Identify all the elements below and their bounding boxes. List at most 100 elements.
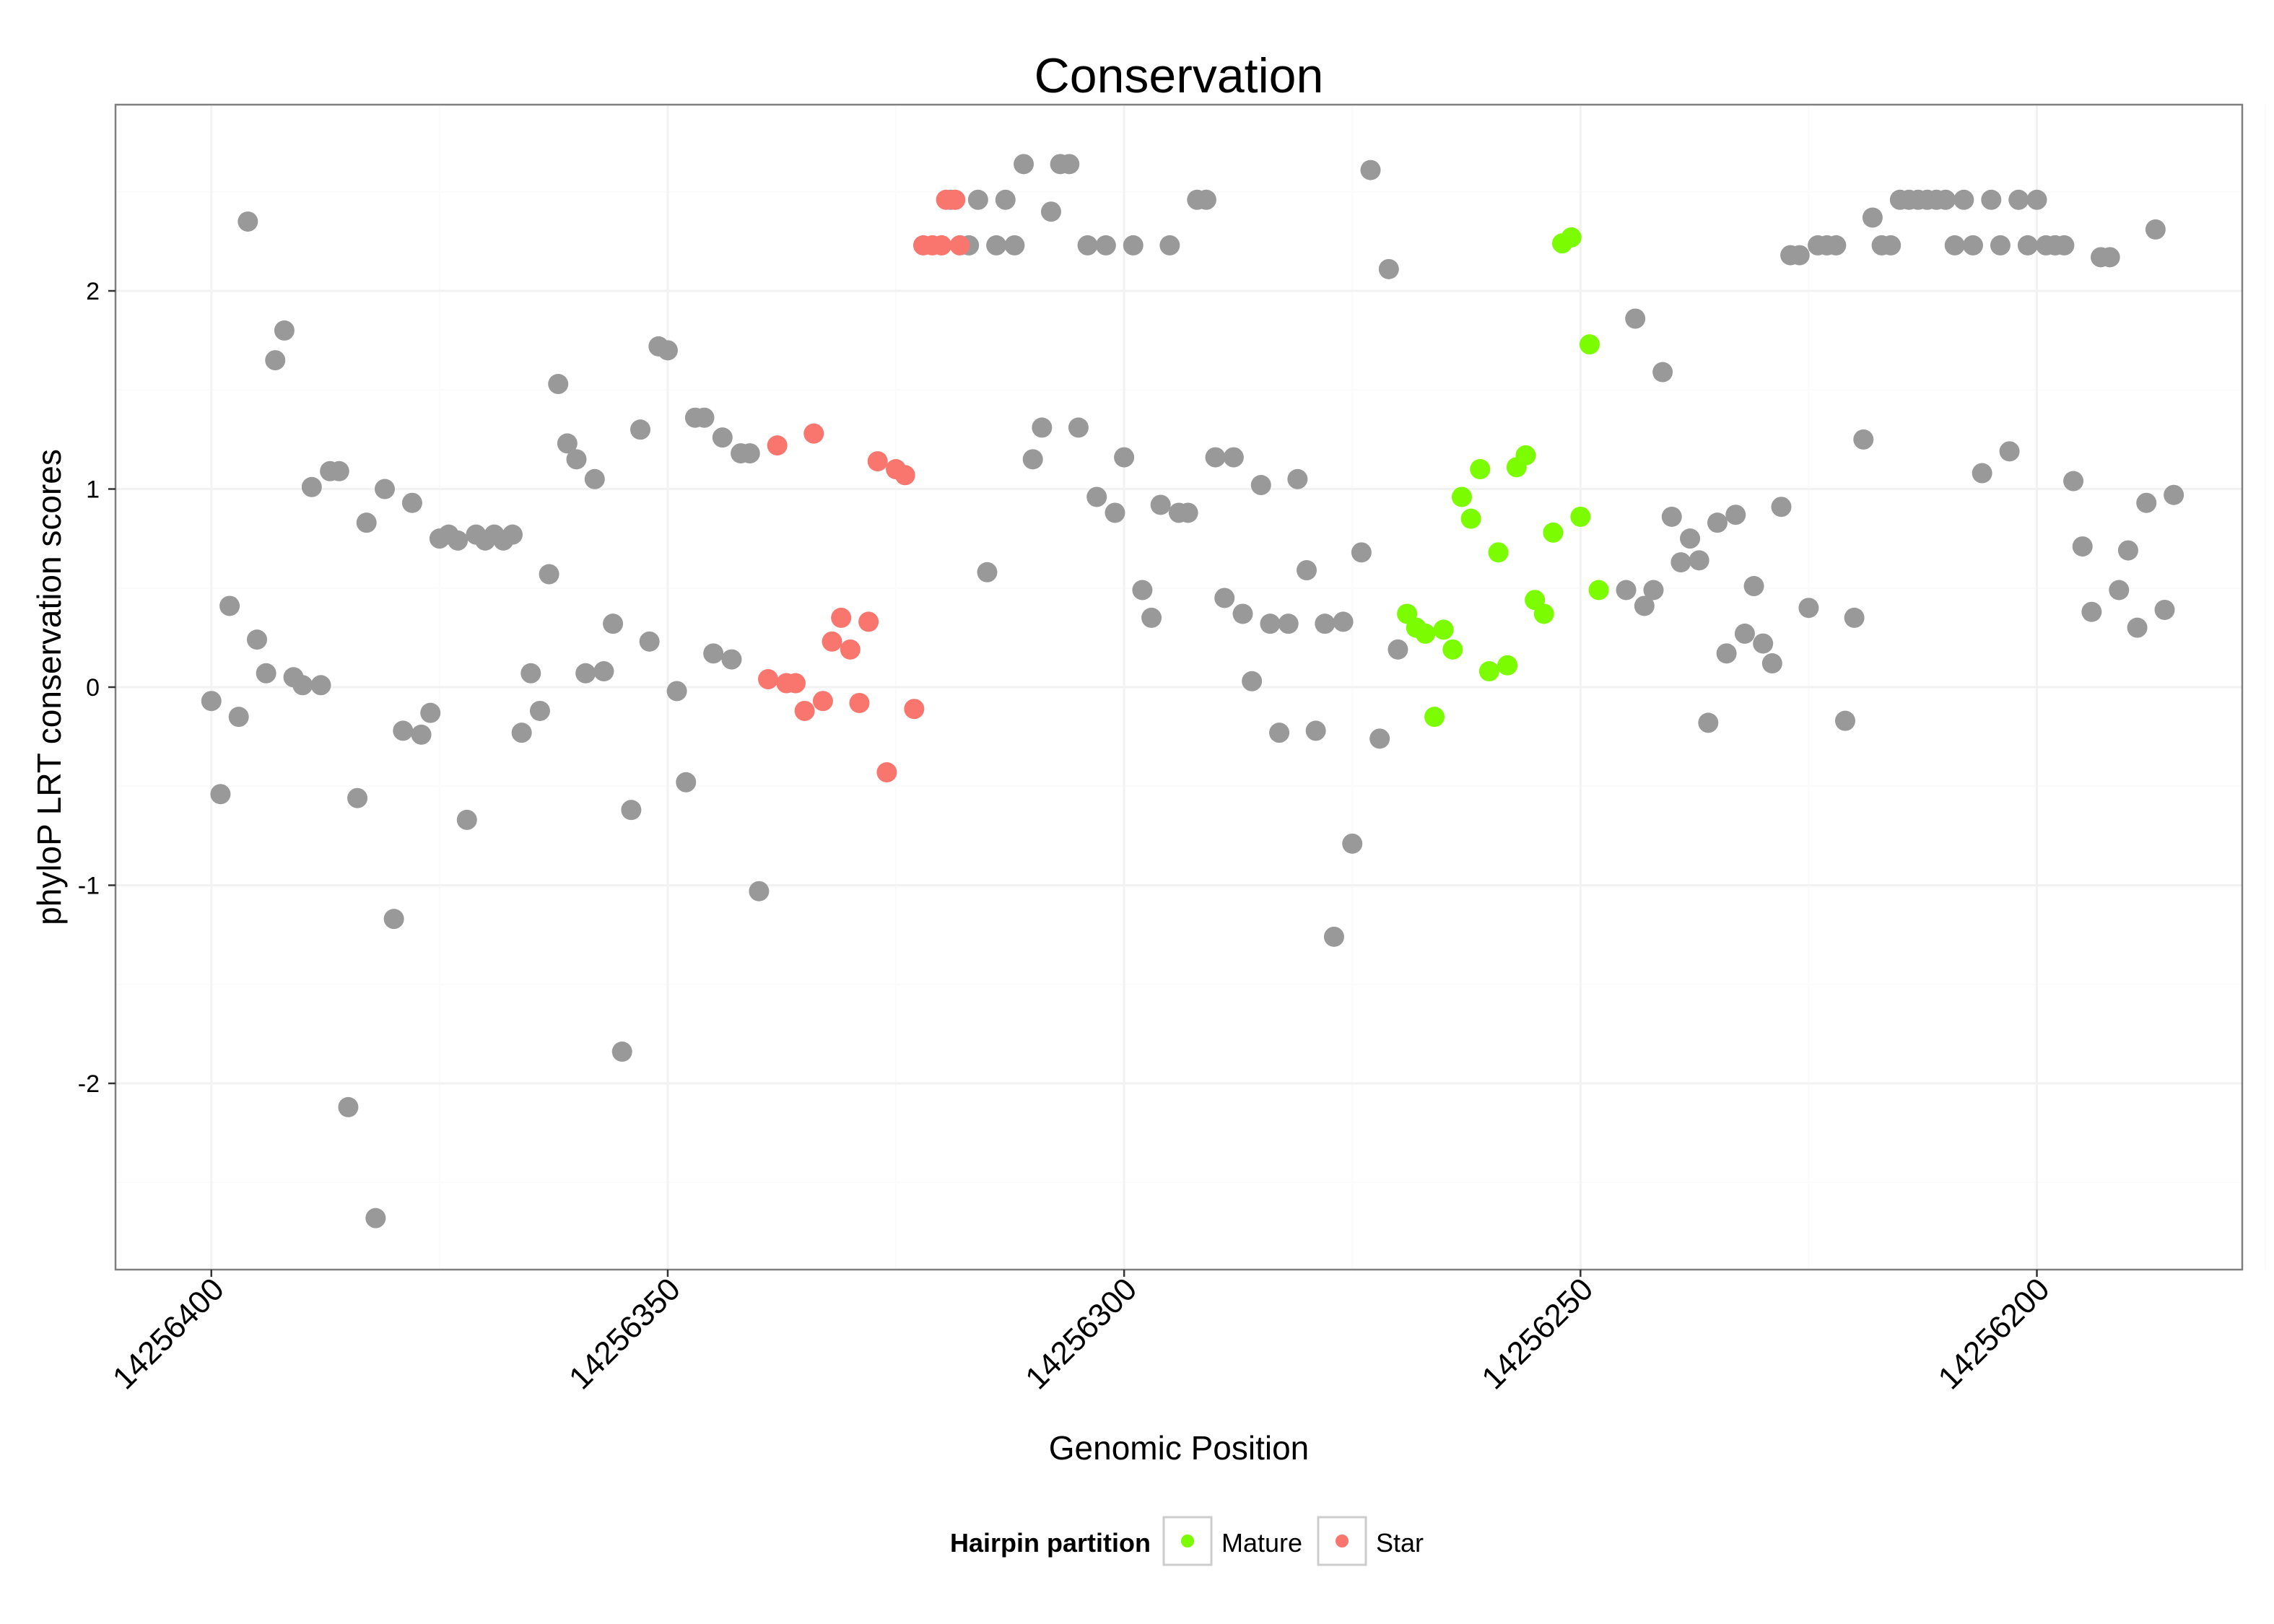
data-point-other [630, 419, 651, 440]
data-point-other [2072, 536, 2093, 557]
data-point-other [1342, 833, 1363, 854]
data-point-other [1753, 633, 1774, 654]
data-point-star [767, 435, 788, 456]
data-point-other [639, 631, 660, 652]
data-point-other [1022, 449, 1043, 470]
data-point-star [822, 631, 842, 652]
data-point-star [758, 669, 779, 690]
data-point-other [1232, 603, 1253, 624]
data-point-other [201, 691, 222, 712]
data-point-other [365, 1208, 386, 1228]
data-point-star [931, 235, 952, 256]
y-tick-label: 1 [86, 476, 100, 504]
data-point-other [603, 614, 624, 634]
data-point-other [2063, 471, 2084, 492]
data-point-other [676, 772, 697, 793]
data-point-other [1315, 614, 1336, 634]
data-point-other [246, 629, 267, 650]
data-point-other [721, 649, 742, 670]
data-point-other [1734, 623, 1755, 644]
data-point-other [529, 700, 550, 721]
data-point-other [611, 1042, 632, 1062]
data-point-other [1634, 595, 1655, 616]
data-point-other [2099, 247, 2120, 268]
data-point-other [2017, 235, 2038, 256]
data-point-other [1698, 712, 1719, 733]
data-point-other [1086, 486, 1107, 507]
data-point-mature [1424, 707, 1445, 728]
data-point-other [593, 661, 614, 682]
legend-swatch-mature [1181, 1534, 1194, 1547]
data-point-other [1132, 580, 1153, 601]
legend-label-mature: Mature [1221, 1528, 1302, 1558]
data-point-other [967, 189, 988, 210]
data-point-other [274, 320, 295, 341]
data-point-star [840, 639, 861, 660]
data-point-other [986, 235, 1007, 256]
data-point-other [2154, 599, 2175, 620]
y-tick-label: -2 [78, 1070, 100, 1098]
data-point-other [566, 449, 587, 470]
data-point-other [2145, 219, 2166, 240]
legend-key-star [1317, 1516, 1367, 1566]
data-point-other [977, 562, 998, 582]
data-point-other [1205, 447, 1226, 468]
data-point-other [1360, 160, 1381, 180]
data-point-other [1095, 235, 1116, 256]
data-point-other [1014, 154, 1034, 175]
data-point-other [1123, 235, 1143, 256]
data-point-other [2026, 189, 2047, 210]
data-point-other [328, 460, 349, 481]
data-point-other [2117, 540, 2138, 561]
data-point-other [1333, 611, 1354, 632]
data-point-other [310, 675, 331, 696]
data-point-other [1616, 580, 1637, 601]
data-point-other [338, 1096, 359, 1117]
data-point-other [1195, 189, 1216, 210]
data-point-star [949, 235, 970, 256]
y-tick-label: -1 [78, 872, 100, 899]
legend-title: Hairpin partition [950, 1528, 1151, 1558]
y-axis-title: phyloP LRT conservation scores [30, 449, 68, 925]
data-point-other [238, 211, 258, 232]
data-point-mature [1451, 486, 1472, 507]
data-point-other [1963, 235, 1984, 256]
data-point-other [712, 427, 733, 448]
data-point-other [502, 524, 523, 545]
data-point-other [2081, 601, 2102, 622]
data-point-star [894, 465, 915, 486]
data-point-other [1652, 362, 1673, 383]
data-point-mature [1515, 445, 1536, 466]
data-point-other [456, 809, 477, 830]
data-point-other [621, 800, 642, 821]
data-point-other [1771, 497, 1792, 518]
data-point-other [2008, 189, 2029, 210]
chart-title: Conservation [1034, 48, 1324, 103]
data-point-other [1297, 560, 1317, 581]
data-point-star [858, 611, 879, 632]
data-point-other [1287, 468, 1308, 489]
data-point-mature [1470, 459, 1491, 480]
data-point-mature [1442, 639, 1463, 660]
data-point-other [666, 681, 687, 702]
data-point-other [1351, 542, 1372, 563]
data-point-star [831, 607, 852, 628]
data-point-other [2136, 492, 2157, 513]
data-point-other [539, 564, 559, 585]
x-axis-title: Genomic Position [1049, 1429, 1310, 1467]
data-point-other [1250, 475, 1271, 496]
data-point-other [292, 675, 313, 696]
data-point-other [2109, 580, 2130, 601]
data-point-other [995, 189, 1016, 210]
data-point-star [794, 700, 815, 721]
data-point-other [520, 663, 541, 684]
data-point-other [448, 530, 469, 551]
data-point-other [2054, 235, 2075, 256]
data-point-other [1040, 201, 1061, 222]
data-point-star [803, 423, 824, 444]
data-point-other [1689, 550, 1709, 571]
data-point-other [420, 702, 441, 723]
data-point-mature [1588, 580, 1609, 601]
data-point-other [1150, 494, 1171, 515]
